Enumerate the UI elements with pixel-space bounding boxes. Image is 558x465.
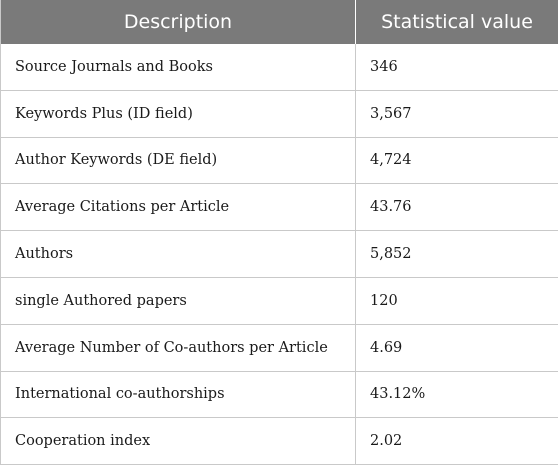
description-cell: Average Number of Co-authors per Article xyxy=(1,324,356,371)
value-cell: 43.12% xyxy=(356,371,558,418)
description-cell: Authors xyxy=(1,231,356,278)
table-row: Authors 5,852 xyxy=(1,231,558,278)
header-statistical-value: Statistical value xyxy=(356,0,558,44)
table-row: single Authored papers 120 xyxy=(1,277,558,324)
table-body: Source Journals and Books 346 Keywords P… xyxy=(1,44,558,465)
description-cell: Cooperation index xyxy=(1,418,356,465)
description-cell: single Authored papers xyxy=(1,277,356,324)
table-row: Average Citations per Article 43.76 xyxy=(1,184,558,231)
value-cell: 3,567 xyxy=(356,90,558,137)
value-cell: 120 xyxy=(356,277,558,324)
value-cell: 4.69 xyxy=(356,324,558,371)
value-cell: 346 xyxy=(356,44,558,90)
description-cell: Average Citations per Article xyxy=(1,184,356,231)
header-description: Description xyxy=(1,0,356,44)
table-row: Source Journals and Books 346 xyxy=(1,44,558,90)
value-cell: 43.76 xyxy=(356,184,558,231)
table-row: Keywords Plus (ID field) 3,567 xyxy=(1,90,558,137)
table-row: Cooperation index 2.02 xyxy=(1,418,558,465)
table-header: Description Statistical value xyxy=(1,0,558,44)
value-cell: 2.02 xyxy=(356,418,558,465)
description-cell: Author Keywords (DE field) xyxy=(1,137,356,184)
table-row: International co-authorships 43.12% xyxy=(1,371,558,418)
description-cell: Keywords Plus (ID field) xyxy=(1,90,356,137)
description-cell: Source Journals and Books xyxy=(1,44,356,90)
table-row: Author Keywords (DE field) 4,724 xyxy=(1,137,558,184)
value-cell: 5,852 xyxy=(356,231,558,278)
header-row: Description Statistical value xyxy=(1,0,558,44)
table-row: Average Number of Co-authors per Article… xyxy=(1,324,558,371)
description-cell: International co-authorships xyxy=(1,371,356,418)
value-cell: 4,724 xyxy=(356,137,558,184)
